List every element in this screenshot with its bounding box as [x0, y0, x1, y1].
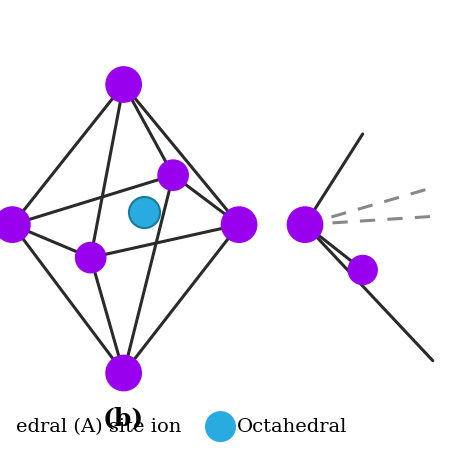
Text: edral (A) site ion: edral (A) site ion: [17, 418, 182, 436]
Point: [217, 423, 224, 430]
Point: [169, 172, 177, 179]
Point: [120, 369, 128, 377]
Point: [359, 266, 366, 274]
Point: [120, 81, 128, 88]
Text: Octahedral: Octahedral: [237, 418, 347, 436]
Point: [9, 221, 16, 228]
Point: [235, 221, 243, 228]
Point: [140, 209, 148, 216]
Point: [87, 254, 94, 261]
Text: (b): (b): [103, 406, 144, 430]
Point: [301, 221, 309, 228]
